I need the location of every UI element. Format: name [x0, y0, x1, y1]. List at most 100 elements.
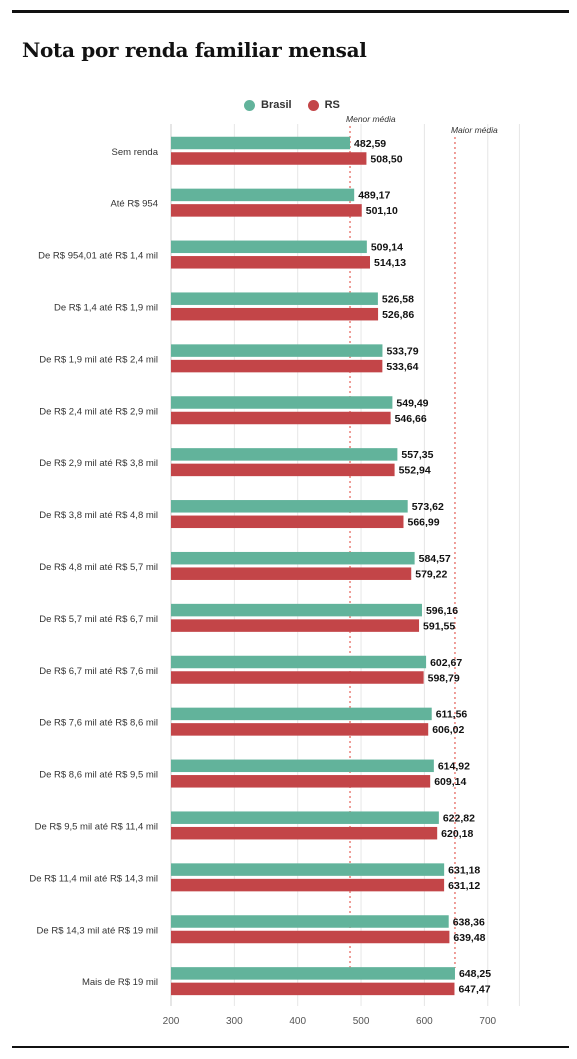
data-label-brasil: 602,67	[430, 657, 462, 669]
data-label-rs: 552,94	[399, 465, 431, 477]
legend-label-rs: RS	[324, 99, 340, 111]
data-label-rs: 533,64	[386, 361, 418, 373]
data-label-rs: 546,66	[395, 413, 427, 425]
data-label-brasil: 584,57	[419, 553, 451, 565]
category-label: De R$ 2,4 mil até R$ 2,9 mil	[39, 406, 158, 417]
data-label-brasil: 526,58	[382, 293, 414, 305]
bar-brasil	[171, 863, 445, 876]
category-label: Sem renda	[112, 147, 159, 158]
bar-brasil	[171, 344, 383, 357]
data-label-brasil: 614,92	[438, 761, 470, 773]
chart-title: Nota por renda familiar mensal	[22, 38, 367, 62]
data-label-brasil: 482,59	[354, 138, 386, 150]
legend-swatch-rs	[307, 99, 319, 111]
bar-brasil	[171, 188, 355, 202]
bar-rs	[171, 930, 450, 944]
x-tick-label: 700	[479, 1016, 496, 1027]
data-label-brasil: 573,62	[412, 501, 444, 513]
data-label-brasil: 596,16	[426, 605, 458, 617]
data-label-brasil: 557,35	[401, 449, 433, 461]
bar-brasil	[171, 396, 393, 409]
bar-rs	[171, 878, 445, 892]
data-label-brasil: 631,18	[448, 864, 480, 876]
bar-rs	[171, 826, 438, 840]
data-label-rs: 598,79	[428, 672, 460, 684]
category-label: De R$ 4,8 mil até R$ 5,7 mil	[39, 562, 158, 573]
top-rule	[12, 10, 569, 13]
category-label: De R$ 3,8 mil até R$ 4,8 mil	[39, 510, 158, 521]
category-label: De R$ 14,3 mil até R$ 19 mil	[37, 925, 158, 936]
category-label: De R$ 6,7 mil até R$ 7,6 mil	[39, 666, 158, 677]
legend: Brasil RS	[244, 99, 356, 111]
legend-item-brasil[interactable]: Brasil	[244, 99, 292, 111]
data-label-rs: 566,99	[407, 517, 439, 529]
data-label-rs: 579,22	[415, 568, 447, 580]
bar-brasil	[171, 500, 408, 513]
reference-line-label: Maior média	[451, 125, 498, 135]
bar-brasil	[171, 603, 422, 617]
reference-line-label: Menor média	[346, 114, 396, 124]
bar-brasil	[171, 136, 351, 150]
bar-brasil	[171, 240, 367, 254]
bar-rs	[171, 671, 424, 684]
data-label-brasil: 509,14	[371, 242, 403, 254]
bottom-rule	[12, 1046, 569, 1048]
bar-rs	[171, 515, 404, 529]
bar-brasil	[171, 759, 434, 773]
category-label: De R$ 5,7 mil até R$ 6,7 mil	[39, 614, 158, 625]
category-label: Até R$ 954	[110, 199, 158, 210]
data-label-brasil: 533,79	[386, 345, 418, 357]
data-label-rs: 501,10	[366, 205, 398, 217]
bar-brasil	[171, 655, 427, 669]
data-label-brasil: 549,49	[396, 397, 428, 409]
data-label-brasil: 648,25	[459, 968, 491, 980]
bar-rs	[171, 982, 455, 996]
x-tick-label: 500	[353, 1016, 370, 1027]
data-label-brasil: 638,36	[453, 916, 485, 928]
category-label: Mais de R$ 19 mil	[82, 977, 158, 988]
legend-label-brasil: Brasil	[261, 99, 292, 111]
legend-swatch-brasil	[244, 99, 255, 111]
bar-rs	[171, 204, 362, 217]
data-label-rs: 514,13	[374, 257, 406, 269]
bar-rs	[171, 411, 391, 425]
data-label-rs: 639,48	[453, 932, 485, 944]
data-label-brasil: 489,17	[358, 190, 390, 202]
bar-rs	[171, 152, 367, 165]
data-label-rs: 631,12	[448, 880, 480, 892]
bar-brasil	[171, 811, 439, 824]
bar-rs	[171, 567, 412, 580]
legend-item-rs[interactable]: RS	[307, 99, 340, 111]
category-label: De R$ 8,6 mil até R$ 9,5 mil	[39, 770, 158, 781]
bar-brasil	[171, 551, 415, 565]
bar-brasil	[171, 915, 449, 928]
data-label-rs: 591,55	[423, 620, 455, 632]
data-label-rs: 606,02	[432, 724, 464, 736]
bar-brasil	[171, 707, 432, 721]
data-label-rs: 647,47	[458, 984, 490, 996]
bar-brasil	[171, 967, 455, 980]
bar-rs	[171, 723, 429, 736]
category-label: De R$ 1,4 até R$ 1,9 mil	[54, 302, 158, 313]
data-label-rs: 609,14	[434, 776, 466, 788]
x-tick-label: 600	[416, 1016, 433, 1027]
data-label-brasil: 611,56	[436, 709, 468, 721]
bar-rs	[171, 359, 383, 373]
category-label: De R$ 954,01 até R$ 1,4 mil	[38, 251, 158, 262]
x-tick-label: 200	[163, 1016, 180, 1027]
category-label: De R$ 9,5 mil até R$ 11,4 mil	[35, 821, 158, 832]
category-label: De R$ 1,9 mil até R$ 2,4 mil	[39, 354, 158, 365]
data-label-rs: 620,18	[441, 828, 473, 840]
x-tick-label: 300	[226, 1016, 243, 1027]
bar-rs	[171, 619, 420, 632]
x-tick-label: 400	[289, 1016, 306, 1027]
category-label: De R$ 2,9 mil até R$ 3,8 mil	[39, 458, 158, 469]
category-label: De R$ 11,4 mil até R$ 14,3 mil	[29, 873, 158, 884]
bar-rs	[171, 775, 431, 788]
bar-rs	[171, 307, 379, 321]
data-label-rs: 508,50	[370, 153, 402, 165]
bar-rs	[171, 256, 371, 269]
data-label-rs: 526,86	[382, 309, 414, 321]
bar-rs	[171, 463, 395, 477]
